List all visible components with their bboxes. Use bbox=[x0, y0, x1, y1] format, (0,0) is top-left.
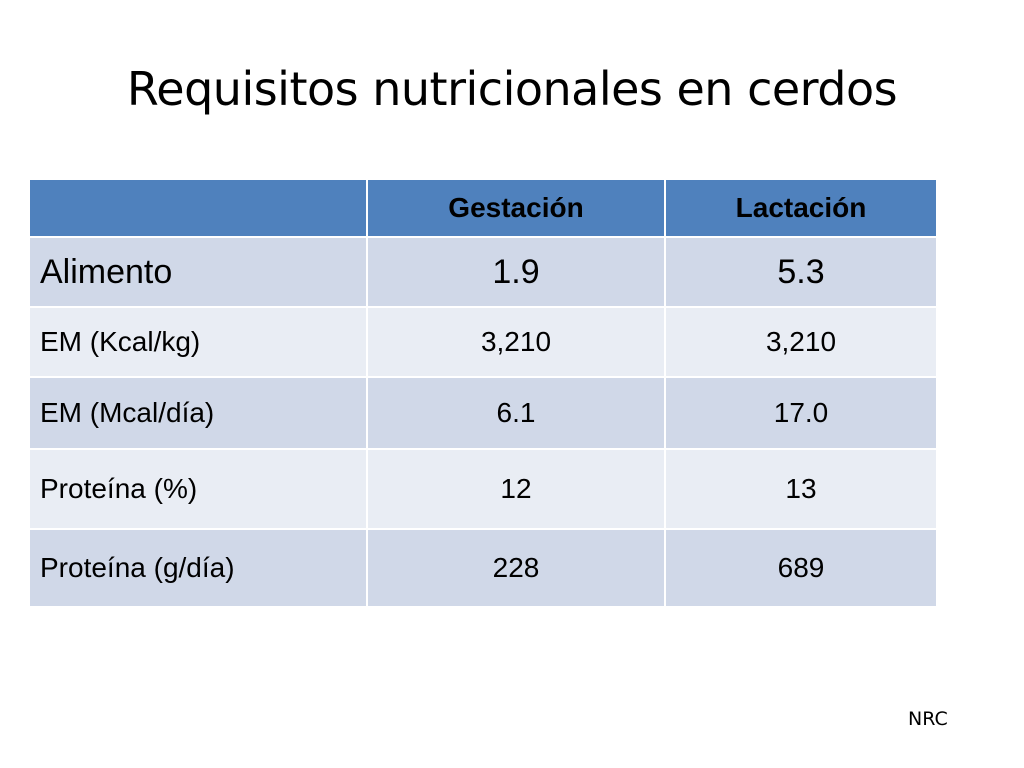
header-gestacion: Gestación bbox=[366, 178, 666, 238]
table-row: EM (Kcal/kg) 3,210 3,210 bbox=[28, 306, 938, 378]
source-note: NRC bbox=[908, 708, 948, 730]
header-corner-cell bbox=[28, 178, 368, 238]
cell-gestacion: 228 bbox=[366, 528, 666, 608]
table-header-row: Gestación Lactación bbox=[28, 178, 938, 238]
cell-lactacion: 3,210 bbox=[664, 306, 938, 378]
cell-gestacion: 1.9 bbox=[366, 236, 666, 308]
cell-gestacion: 12 bbox=[366, 448, 666, 530]
row-label: EM (Kcal/kg) bbox=[28, 306, 368, 378]
row-label: Proteína (%) bbox=[28, 448, 368, 530]
row-label: Proteína (g/día) bbox=[28, 528, 368, 608]
nutrition-table: Gestación Lactación Alimento 1.9 5.3 EM … bbox=[28, 178, 938, 608]
table-row: Proteína (%) 12 13 bbox=[28, 448, 938, 530]
row-label: Alimento bbox=[28, 236, 368, 308]
cell-gestacion: 3,210 bbox=[366, 306, 666, 378]
table-row: Proteína (g/día) 228 689 bbox=[28, 528, 938, 608]
slide-title: Requisitos nutricionales en cerdos bbox=[126, 62, 898, 116]
cell-lactacion: 5.3 bbox=[664, 236, 938, 308]
table-row: EM (Mcal/día) 6.1 17.0 bbox=[28, 376, 938, 450]
cell-lactacion: 13 bbox=[664, 448, 938, 530]
header-lactacion: Lactación bbox=[664, 178, 938, 238]
row-label: EM (Mcal/día) bbox=[28, 376, 368, 450]
table-row: Alimento 1.9 5.3 bbox=[28, 236, 938, 308]
cell-lactacion: 17.0 bbox=[664, 376, 938, 450]
cell-lactacion: 689 bbox=[664, 528, 938, 608]
cell-gestacion: 6.1 bbox=[366, 376, 666, 450]
